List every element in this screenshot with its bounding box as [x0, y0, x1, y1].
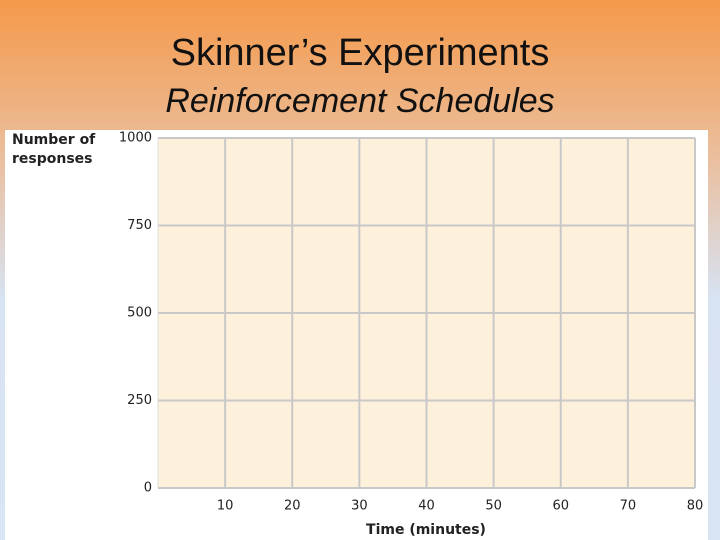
x-tick-label: 50	[485, 499, 502, 514]
y-tick-label: 0	[144, 481, 152, 496]
x-tick-label: 20	[284, 499, 301, 514]
x-tick-label: 10	[217, 499, 234, 514]
x-tick-label: 60	[552, 499, 569, 514]
x-tick-label: 80	[687, 499, 704, 514]
y-tick-label: 500	[127, 306, 152, 321]
chart-title: Skinner’s Experiments	[171, 32, 550, 74]
y-axis-label: Number of responses	[12, 132, 96, 167]
x-tick-label: 70	[620, 499, 637, 514]
x-tick-label: 30	[351, 499, 368, 514]
x-axis-label: Time (minutes)	[366, 522, 486, 538]
y-tick-label: 1000	[119, 131, 152, 146]
chart-subtitle: Reinforcement Schedules	[165, 82, 554, 120]
y-tick-label: 250	[127, 393, 152, 408]
x-tick-label: 40	[418, 499, 435, 514]
y-tick-label: 750	[127, 218, 152, 233]
